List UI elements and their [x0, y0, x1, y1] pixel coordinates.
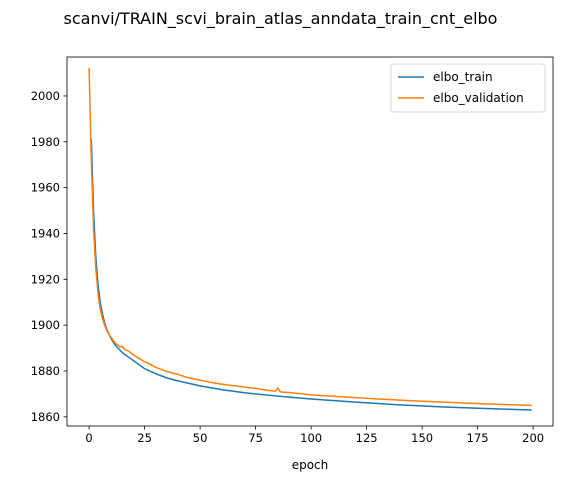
x-tick-label: 125 — [356, 431, 378, 445]
x-tick-label: 50 — [193, 431, 208, 445]
y-tick-label: 1980 — [31, 135, 60, 149]
chart-title: scanvi/TRAIN_scvi_brain_atlas_anndata_tr… — [63, 9, 498, 28]
y-tick-label: 1860 — [31, 410, 60, 424]
legend-label: elbo_train — [433, 70, 493, 84]
x-tick-label: 150 — [411, 431, 433, 445]
x-tick-label: 25 — [137, 431, 152, 445]
y-tick-label: 1920 — [31, 272, 60, 286]
legend-label: elbo_validation — [433, 91, 524, 105]
x-tick-label: 200 — [522, 431, 544, 445]
x-tick-label: 100 — [300, 431, 322, 445]
plot-frame — [66, 56, 554, 427]
series-line-elbo-validation — [88, 67, 532, 407]
y-tick-label: 1900 — [31, 318, 60, 332]
series-line-elbo-train — [90, 138, 532, 411]
x-tick-label: 75 — [248, 431, 263, 445]
x-axis-label: epoch — [292, 458, 329, 472]
legend-box — [390, 63, 546, 113]
y-tick-label: 1880 — [31, 364, 60, 378]
x-tick-label: 0 — [85, 431, 92, 445]
y-tick-label: 2000 — [31, 89, 60, 103]
y-tick-label: 1940 — [31, 226, 60, 240]
x-tick-label: 175 — [467, 431, 489, 445]
y-tick-label: 1960 — [31, 181, 60, 195]
